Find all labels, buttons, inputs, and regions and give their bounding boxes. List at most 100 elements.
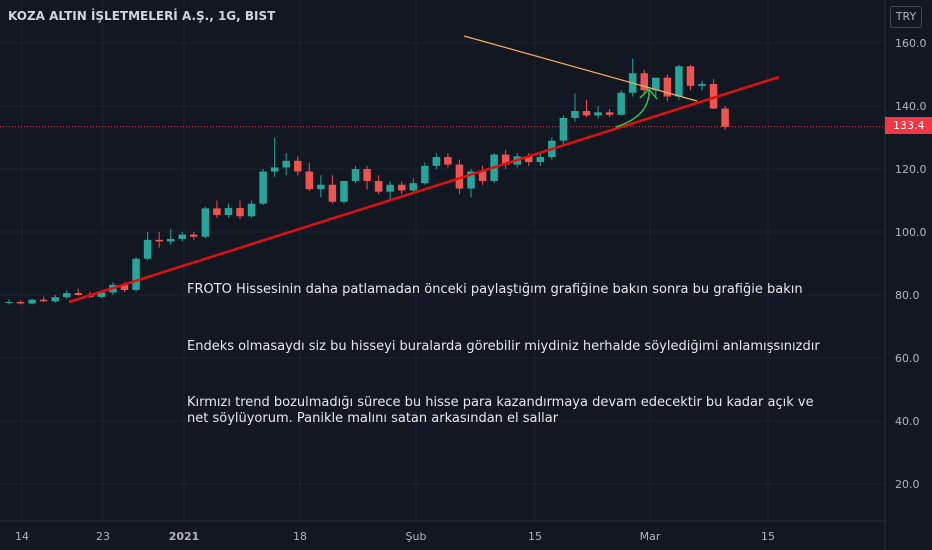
candle-body: [663, 77, 672, 97]
candle: [594, 106, 602, 119]
y-tick-label: 120.0: [895, 163, 927, 176]
candle: [721, 106, 729, 130]
arrow-curve: [615, 89, 650, 128]
candle: [409, 178, 417, 193]
candle-body: [397, 184, 406, 191]
candle-body: [213, 208, 221, 215]
candle-body: [132, 258, 140, 290]
candle-body: [340, 180, 348, 202]
candle: [571, 93, 579, 122]
candle-body: [501, 154, 510, 165]
candle: [386, 181, 394, 201]
candle-body: [374, 180, 383, 192]
x-tick-label: Mar: [640, 530, 661, 543]
support-trendline[interactable]: [68, 75, 780, 304]
candle-body: [143, 239, 152, 259]
candle: [340, 180, 348, 204]
candle-body: [190, 234, 198, 237]
candle: [178, 232, 186, 242]
candle: [455, 159, 464, 195]
candle-body: [294, 160, 302, 172]
candle-body: [63, 293, 71, 298]
candle: [63, 290, 71, 299]
price-axis[interactable]: 20.0 40.0 60.0 80.0 100.0 120.0 140.0 160.0: [895, 37, 927, 491]
candle-body: [444, 157, 452, 165]
candle: [709, 79, 718, 110]
candle-body: [525, 156, 533, 163]
candle: [294, 156, 302, 176]
candle-body: [721, 108, 729, 127]
y-tick-label: 20.0: [895, 478, 920, 491]
candle: [143, 232, 152, 261]
x-tick-label: 2021: [169, 530, 200, 543]
candle-body: [640, 73, 648, 91]
candles: [5, 58, 729, 305]
candle: [305, 162, 314, 192]
candle-body: [559, 117, 568, 141]
candle-body: [16, 301, 25, 304]
x-tick-label: 15: [528, 530, 542, 543]
candle: [698, 80, 706, 91]
x-tick-label: 18: [293, 530, 307, 543]
y-tick-label: 40.0: [895, 415, 920, 428]
candle-body: [305, 171, 314, 190]
candle-body: [317, 184, 325, 190]
candle-body: [386, 184, 394, 192]
candle: [132, 257, 140, 292]
candle-body: [571, 111, 579, 118]
candle-body: [421, 165, 429, 184]
candle-body: [478, 171, 487, 181]
note-line-2: Endeks olmasaydı siz bu hisseyi buralard…: [187, 339, 820, 354]
candle-body: [201, 208, 210, 237]
candle: [582, 99, 591, 118]
candle-body: [224, 208, 233, 215]
candle-body: [652, 77, 660, 91]
candle: [652, 77, 660, 97]
candle-body: [582, 111, 591, 116]
candle: [328, 175, 337, 204]
note-line-4: net söylüyorum. Panikle malını satan ark…: [187, 411, 559, 426]
arrow-head: [639, 87, 658, 100]
note-line-1: FROTO Hissesinin daha patlamadan önceki …: [187, 282, 803, 297]
candle: [282, 153, 290, 176]
candle: [247, 200, 256, 218]
candle-body: [247, 203, 256, 217]
y-tick-label: 80.0: [895, 289, 920, 302]
candle: [663, 74, 672, 102]
y-tick-label: 160.0: [895, 37, 927, 50]
candle-body: [536, 157, 545, 163]
candle: [236, 200, 244, 220]
candle-body: [432, 157, 441, 166]
candle-body: [178, 234, 186, 239]
candle: [617, 90, 625, 116]
candle: [28, 298, 36, 305]
candle-body: [409, 183, 417, 191]
candle-body: [455, 164, 464, 189]
candle-body: [236, 208, 244, 217]
candle-body: [363, 169, 371, 181]
projection-arrow[interactable]: [615, 87, 658, 128]
candle-body: [698, 83, 706, 86]
candle-body: [120, 284, 129, 290]
candle-body: [28, 299, 36, 304]
candle-body: [709, 83, 718, 109]
resistance-trendline[interactable]: [463, 35, 698, 102]
candle-body: [467, 171, 475, 189]
candle: [351, 165, 360, 184]
candle: [363, 165, 371, 190]
time-axis[interactable]: 14 23 2021 18 Şub 15 Mar 15: [15, 530, 775, 543]
y-tick-label: 60.0: [895, 352, 920, 365]
candle-body: [351, 169, 360, 181]
candle-body: [675, 66, 683, 97]
candle: [39, 296, 48, 302]
candle-body: [270, 167, 279, 172]
candle: [432, 153, 441, 169]
candle: [444, 153, 452, 168]
candle: [421, 162, 429, 185]
x-tick-label: 23: [96, 530, 110, 543]
candle: [213, 200, 221, 218]
candle: [270, 137, 279, 177]
currency-button[interactable]: TRY: [890, 6, 922, 28]
candle: [155, 232, 163, 248]
